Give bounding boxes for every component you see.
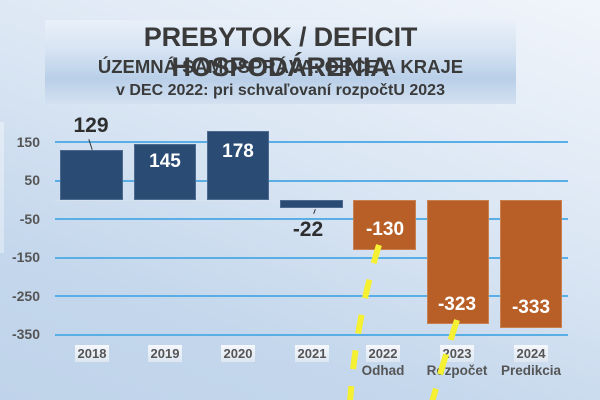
chart-title-box: PREBYTOK / DEFICIT HOSPODÁRENIA ÚZEMNÁ S… bbox=[45, 20, 516, 104]
left-edge-panel bbox=[0, 122, 4, 253]
value-label-2022: -130 bbox=[365, 219, 405, 240]
x-label-2019: 2019 bbox=[133, 345, 197, 362]
y-tick-label: -150 bbox=[11, 249, 40, 265]
value-label-2019: 145 bbox=[149, 151, 181, 172]
leader-line bbox=[313, 208, 316, 215]
gridline bbox=[55, 333, 568, 336]
y-tick-label: 150 bbox=[16, 134, 40, 150]
value-label-2018: 129 bbox=[73, 114, 109, 137]
gridline bbox=[55, 179, 568, 182]
gridline bbox=[55, 141, 568, 143]
x-label-2023: 2023 Rozpočet bbox=[426, 345, 488, 378]
gridline bbox=[55, 256, 568, 259]
bar-2024 bbox=[500, 200, 562, 328]
chart-subtitle: ÚZEMNÁ SAMOSPRÁVA: OBCE A KRAJE bbox=[97, 56, 464, 77]
bar-2021 bbox=[280, 200, 343, 208]
chart-subtitle-date: v DEC 2022: pri schvaľovaní rozpočtU 202… bbox=[116, 82, 445, 99]
y-tick-label: -250 bbox=[11, 288, 40, 304]
bar-2020 bbox=[207, 131, 269, 200]
x-label-2024: 2024 Predikcia bbox=[500, 345, 562, 378]
x-label-2020: 2020 bbox=[206, 345, 270, 362]
value-label-2023: -323 bbox=[437, 294, 477, 315]
gridline bbox=[55, 295, 568, 297]
x-label-2018: 2018 bbox=[60, 345, 124, 362]
bar-2022 bbox=[353, 200, 416, 250]
bar-2023 bbox=[427, 200, 489, 324]
x-label-2021: 2021 bbox=[280, 345, 344, 362]
value-label-2021: -22 bbox=[292, 218, 324, 241]
value-label-2020: 178 bbox=[222, 141, 254, 162]
y-tick-label: -50 bbox=[19, 211, 40, 227]
y-tick-label: -350 bbox=[11, 326, 40, 342]
bar-2018 bbox=[60, 150, 123, 200]
chart-title: PREBYTOK / DEFICIT HOSPODÁRENIA bbox=[143, 22, 418, 82]
y-tick-label: 50 bbox=[24, 172, 40, 188]
bar-2019 bbox=[134, 144, 196, 200]
value-label-2024: -333 bbox=[511, 297, 551, 318]
gridline bbox=[55, 218, 568, 220]
x-label-2022: 2022 Odhad bbox=[361, 345, 405, 378]
